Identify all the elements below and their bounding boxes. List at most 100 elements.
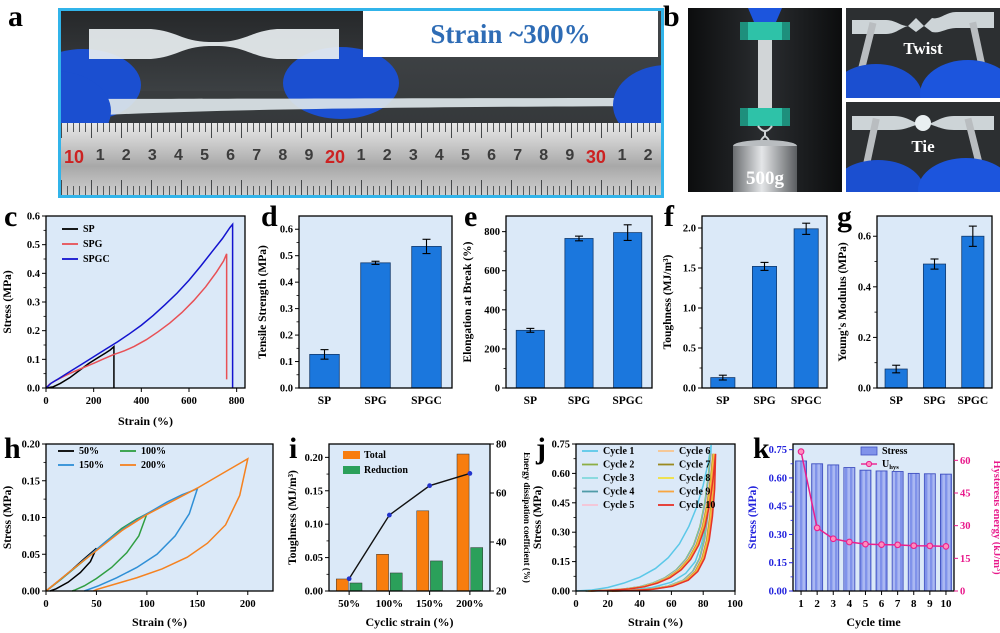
svg-text:100%: 100%: [376, 598, 404, 610]
svg-text:SPGC: SPGC: [411, 395, 442, 407]
svg-text:0.75: 0.75: [552, 440, 570, 451]
svg-text:9: 9: [927, 598, 933, 610]
svg-text:0.1: 0.1: [27, 355, 40, 366]
svg-text:0.00: 0.00: [552, 587, 570, 598]
svg-text:Stress: Stress: [882, 446, 907, 457]
svg-text:0: 0: [43, 599, 48, 610]
ruler-number: 8: [539, 147, 549, 164]
svg-text:Strain (%): Strain (%): [628, 615, 683, 629]
ruler-number: 3: [147, 147, 157, 164]
stretched-sample: [65, 98, 657, 117]
svg-text:0.15: 0.15: [305, 486, 323, 497]
ruler-number: 2: [643, 147, 653, 164]
svg-text:7: 7: [895, 598, 901, 610]
svg-text:0: 0: [495, 384, 500, 395]
svg-text:150: 150: [189, 599, 205, 610]
svg-text:0.5: 0.5: [27, 240, 40, 251]
svg-text:400: 400: [484, 305, 500, 316]
tie-photo: Tie: [846, 102, 1000, 192]
ruler-number: 20: [324, 147, 345, 167]
chart-row-hijk: h 0 50 100 150 200 0.00 0.05 0.10 0.15 0.20 Strain…: [0, 434, 1000, 633]
panel-g: g SP SPG SPGC 0.0 0.2 0.4 0.6 Young's Modulus (…: [835, 202, 1000, 434]
svg-text:Toughness (MJ/m³): Toughness (MJ/m³): [662, 254, 674, 349]
svg-text:0: 0: [573, 599, 578, 610]
svg-text:Cycle 1: Cycle 1: [603, 446, 634, 457]
ruler-number: 8: [278, 147, 288, 164]
svg-text:Stress (MPa): Stress (MPa): [532, 486, 544, 550]
svg-text:100: 100: [139, 599, 155, 610]
glove-left: [61, 71, 111, 123]
ruler-number: 9: [304, 147, 314, 164]
svg-text:Strain (%): Strain (%): [118, 414, 173, 428]
svg-text:Toughness (MJ/m³): Toughness (MJ/m³): [287, 470, 299, 565]
svg-text:0.00: 0.00: [22, 587, 40, 598]
svg-text:20: 20: [603, 599, 614, 610]
ruler-number: 5: [200, 147, 209, 164]
svg-text:0.15: 0.15: [22, 476, 40, 487]
svg-text:200: 200: [86, 396, 102, 407]
ruler-number: 7: [252, 147, 262, 164]
svg-text:45: 45: [960, 489, 971, 500]
ruler-number: 5: [461, 147, 470, 164]
svg-text:0.1: 0.1: [280, 357, 293, 368]
svg-text:Hysteresis energy (kJ/m³): Hysteresis energy (kJ/m³): [991, 460, 1000, 575]
svg-text:SPGC: SPGC: [83, 254, 110, 265]
glove: [846, 64, 922, 98]
chart-f-toughness: SP SPG SPGC 0.0 0.5 1.0 1.5 2.0 Toughness (MJ/m³…: [662, 215, 828, 407]
chart-j-cycles: 0 20 40 60 80 100 0.00 0.15 0.30 0.45 0.60 0.75 Stra…: [532, 440, 743, 630]
dogbone-sample: [89, 29, 339, 59]
svg-text:0.45: 0.45: [769, 502, 787, 513]
svg-text:200: 200: [484, 344, 500, 355]
svg-text:0.30: 0.30: [552, 528, 570, 539]
twisted-sample: [852, 12, 994, 34]
panel-i: i 50% 100% 150% 200% 0.00 0.05 0.10 0.15 0.20 20 4…: [285, 434, 532, 633]
svg-text:2: 2: [814, 598, 820, 610]
ruler-number: 1: [356, 147, 366, 164]
chart-e-elongation: SP SPG SPGC 0 200 400 600 800 Elongation at Brea…: [462, 215, 653, 407]
svg-text:0.3: 0.3: [280, 304, 293, 315]
svg-text:Cycle 10: Cycle 10: [679, 500, 715, 511]
strain-caption: Strain ~300%: [363, 11, 658, 57]
svg-text:0.45: 0.45: [552, 498, 570, 509]
svg-text:0.05: 0.05: [305, 553, 323, 564]
svg-text:SPG: SPG: [753, 395, 775, 407]
svg-text:0.00: 0.00: [769, 587, 787, 598]
svg-text:SP: SP: [318, 395, 331, 407]
svg-text:Cycle 5: Cycle 5: [603, 500, 634, 511]
svg-text:0.60: 0.60: [552, 469, 570, 480]
ruler-number: 2: [382, 147, 392, 164]
svg-text:0.2: 0.2: [858, 333, 871, 344]
svg-text:600: 600: [484, 266, 500, 277]
svg-text:SP: SP: [716, 395, 729, 407]
svg-text:1.0: 1.0: [683, 304, 696, 315]
svg-text:SPG: SPG: [568, 395, 590, 407]
svg-text:Cycle 7: Cycle 7: [679, 460, 710, 471]
ruler-number: 9: [565, 147, 575, 164]
svg-text:0.15: 0.15: [769, 558, 787, 569]
tweezer-left: [858, 21, 877, 69]
tweezer-right: [964, 117, 983, 165]
svg-text:200%: 200%: [456, 598, 484, 610]
svg-text:Cycle 3: Cycle 3: [603, 473, 634, 484]
svg-text:0.0: 0.0: [858, 384, 871, 395]
svg-text:1.5: 1.5: [683, 264, 696, 275]
svg-text:0.5: 0.5: [280, 251, 293, 262]
ruler-ticks-bottom-coarse: [61, 180, 661, 195]
svg-text:Uhys: Uhys: [882, 459, 899, 471]
svg-text:80: 80: [698, 599, 709, 610]
svg-text:0.05: 0.05: [22, 550, 40, 561]
ruler-number: 7: [513, 147, 523, 164]
binder-clip-top: [740, 22, 790, 40]
glove: [920, 60, 1000, 98]
ruler-numbers: 10 1 2 3 4 5 6 7 8 9 20 1 2 3 4 5 6 7 8 9 30 1 2: [61, 147, 661, 168]
svg-text:150%: 150%: [79, 460, 104, 471]
ruler-number: 2: [121, 147, 131, 164]
svg-text:SP: SP: [889, 395, 902, 407]
chart-g-youngs-modulus: SP SPG SPGC 0.0 0.2 0.4 0.6 Young's Modulus (MP…: [837, 215, 993, 407]
chart-k-stress-hysteresis: 1 2 3 4 5 6 7 8 9 100.000.150.300.450.600.7501530…: [747, 443, 1000, 629]
chart-row-cdefg: c 0 200 400 600 800 0.0 0.1 0.2 0.3 0.4 0.5 0.6 Stra…: [0, 202, 1000, 434]
ruler-number: 1: [617, 147, 627, 164]
svg-text:SPGC: SPGC: [791, 395, 822, 407]
twist-photo: Twist: [846, 8, 1000, 98]
svg-text:0.0: 0.0: [27, 384, 40, 395]
